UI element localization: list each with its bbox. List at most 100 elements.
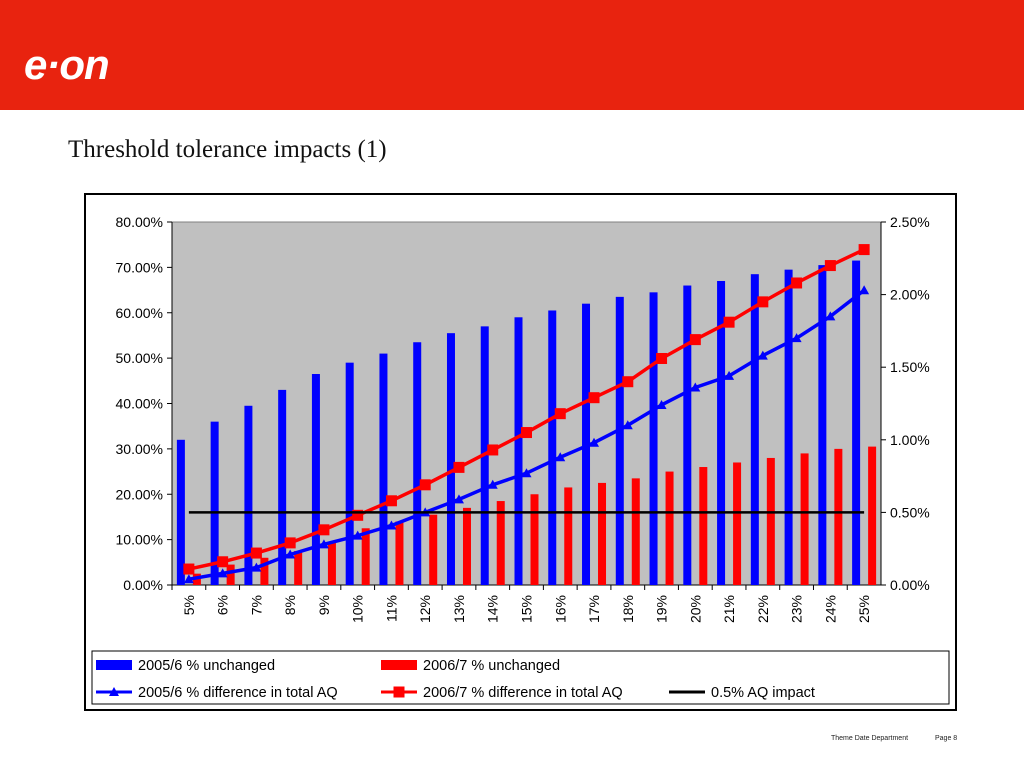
point-2005-6-aq-diff xyxy=(521,468,532,478)
point-2005-6-aq-diff xyxy=(589,437,600,447)
x-axis-category-label: 10% xyxy=(350,595,366,623)
point-2006-7-aq-diff xyxy=(554,408,566,420)
left-axis-tick-label: 0.00% xyxy=(123,577,163,593)
x-axis-category-label: 8% xyxy=(282,595,298,615)
point-2006-7-aq-diff xyxy=(453,461,465,473)
point-2006-7-aq-diff xyxy=(419,479,431,491)
bar-2006-7-unchanged xyxy=(631,478,640,585)
point-2005-6-aq-diff xyxy=(724,370,735,380)
legend-swatch xyxy=(381,660,417,670)
point-2005-6-aq-diff xyxy=(859,285,870,295)
x-axis-category-label: 23% xyxy=(789,595,805,623)
bar-2005-6-unchanged xyxy=(649,292,658,585)
bar-2006-7-unchanged xyxy=(598,482,607,585)
bar-2006-7-unchanged xyxy=(294,550,303,585)
legend-box xyxy=(91,650,950,705)
bar-2005-6-unchanged xyxy=(278,389,287,585)
bar-2006-7-unchanged xyxy=(766,457,775,585)
point-2006-7-aq-diff xyxy=(521,427,532,439)
bar-2005-6-unchanged xyxy=(514,317,523,585)
left-axis-tick-label: 10.00% xyxy=(116,532,163,548)
bar-2006-7-unchanged xyxy=(462,507,471,585)
x-axis-category-label: 22% xyxy=(755,595,771,623)
right-axis-tick-label: 1.00% xyxy=(890,432,930,448)
x-axis-category-label: 5% xyxy=(181,595,197,615)
point-2005-6-aq-diff xyxy=(825,311,836,321)
bar-2005-6-unchanged xyxy=(615,296,624,585)
slide-title: Threshold tolerance impacts (1) xyxy=(68,136,387,163)
right-axis-tick-label: 1.50% xyxy=(890,359,930,375)
x-axis-category-label: 17% xyxy=(586,595,602,623)
threshold-chart: 0.00% 10.00% 20.00% 30.00% 40.00% 50.00% 60.00… xyxy=(91,214,950,705)
x-axis-category-label: 11% xyxy=(383,595,399,622)
point-2005-6-aq-diff xyxy=(318,539,329,549)
point-2005-6-aq-diff xyxy=(352,530,363,540)
bar-2005-6-unchanged xyxy=(717,280,726,585)
right-axis-tick-label: 2.00% xyxy=(890,287,930,303)
bar-2006-7-unchanged xyxy=(530,494,539,585)
bar-2006-7-unchanged xyxy=(429,514,438,585)
bar-2006-7-unchanged xyxy=(665,471,674,585)
legend-label: 2005/6 % unchanged xyxy=(138,658,275,674)
point-2006-7-aq-diff xyxy=(284,537,296,549)
bar-2006-7-unchanged xyxy=(564,487,573,585)
bar-2005-6-unchanged xyxy=(244,405,253,585)
bar-2005-6-unchanged xyxy=(852,260,861,585)
legend-marker xyxy=(109,687,119,696)
bar-2005-6-unchanged xyxy=(446,333,455,585)
point-2006-7-aq-diff xyxy=(183,563,195,575)
bar-2005-6-unchanged xyxy=(311,374,320,585)
bar-2005-6-unchanged xyxy=(345,362,354,585)
point-2006-7-aq-diff xyxy=(723,316,735,328)
point-2006-7-aq-diff xyxy=(250,547,262,559)
left-axis-tick-label: 40.00% xyxy=(116,396,163,412)
eon-logo: e·on xyxy=(24,41,110,88)
footer-meta: Theme Date Department xyxy=(831,735,909,742)
bar-2006-7-unchanged xyxy=(834,448,843,585)
point-2005-6-aq-diff xyxy=(183,574,194,584)
right-axis-tick-label: 2.50% xyxy=(890,214,930,230)
left-axis-tick-label: 30.00% xyxy=(116,441,163,457)
point-2006-7-aq-diff xyxy=(318,524,330,536)
legend-label: 2006/7 % difference in total AQ xyxy=(423,685,623,701)
bar-2005-6-unchanged xyxy=(750,274,759,585)
x-axis-category-label: 24% xyxy=(822,595,838,623)
bar-2005-6-unchanged xyxy=(413,342,422,585)
point-2005-6-aq-diff xyxy=(791,333,802,343)
legend-swatch xyxy=(96,660,132,670)
point-2005-6-aq-diff xyxy=(555,452,566,462)
x-axis-category-label: 14% xyxy=(485,595,501,623)
left-axis-tick-label: 60.00% xyxy=(116,305,163,321)
bar-2005-6-unchanged xyxy=(548,310,557,585)
point-2006-7-aq-diff xyxy=(352,509,364,521)
right-axis-tick-label: 0.00% xyxy=(890,577,930,593)
point-2005-6-aq-diff xyxy=(386,520,397,530)
bar-2005-6-unchanged xyxy=(683,285,692,585)
x-axis-category-label: 12% xyxy=(417,595,433,623)
x-axis-category-label: 25% xyxy=(856,595,872,623)
point-2005-6-aq-diff xyxy=(285,549,296,559)
left-axis-tick-label: 20.00% xyxy=(116,486,163,502)
plot-area xyxy=(171,221,882,586)
x-axis-category-label: 15% xyxy=(519,595,535,623)
legend-label: 2005/6 % difference in total AQ xyxy=(138,685,338,701)
x-axis-category-label: 16% xyxy=(552,595,568,623)
left-axis-tick-label: 70.00% xyxy=(116,259,163,275)
x-axis-category-label: 7% xyxy=(248,595,264,615)
bar-2005-6-unchanged xyxy=(379,353,388,585)
point-2006-7-aq-diff xyxy=(656,352,668,364)
x-axis-category-label: 9% xyxy=(316,595,332,615)
point-2005-6-aq-diff xyxy=(453,494,464,504)
point-2005-6-aq-diff xyxy=(487,479,498,489)
footer-page-number: Page 8 xyxy=(935,735,958,742)
point-2006-7-aq-diff xyxy=(824,260,836,272)
point-2005-6-aq-diff xyxy=(217,568,228,578)
legend-label: 2006/7 % unchanged xyxy=(423,658,560,674)
bar-2005-6-unchanged xyxy=(210,421,219,585)
point-2005-6-aq-diff xyxy=(622,420,633,430)
point-2006-7-aq-diff xyxy=(689,334,701,346)
bar-2006-7-unchanged xyxy=(496,501,505,585)
bar-2006-7-unchanged xyxy=(361,528,370,585)
point-2006-7-aq-diff xyxy=(487,444,499,456)
point-2006-7-aq-diff xyxy=(622,376,634,388)
